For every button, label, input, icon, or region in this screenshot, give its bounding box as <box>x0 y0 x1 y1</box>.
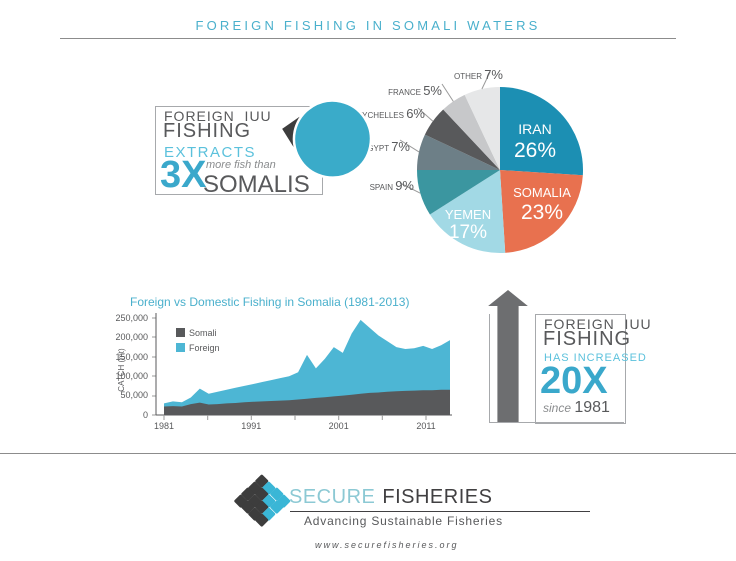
svg-text:Somali: Somali <box>189 328 217 338</box>
svg-text:2011: 2011 <box>416 421 435 431</box>
svg-text:2001: 2001 <box>329 421 349 431</box>
svg-text:1981: 1981 <box>154 421 174 431</box>
svg-text:0: 0 <box>143 410 148 420</box>
svg-text:200,000: 200,000 <box>115 332 148 342</box>
svg-text:CATCH (mt): CATCH (mt) <box>117 348 126 392</box>
svg-text:Foreign: Foreign <box>189 343 220 353</box>
svg-text:250,000: 250,000 <box>115 313 148 323</box>
svg-text:1991: 1991 <box>241 421 261 431</box>
